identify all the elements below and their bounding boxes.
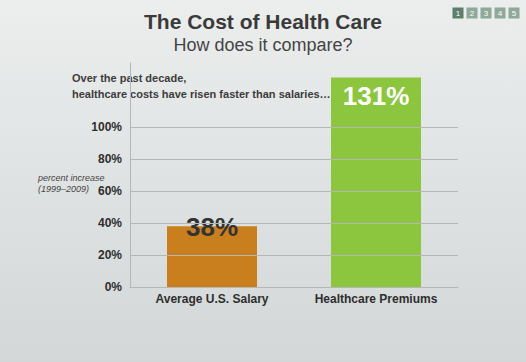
svg-text:percent increase: percent increase bbox=[37, 173, 105, 183]
svg-text:Average U.S. Salary: Average U.S. Salary bbox=[156, 292, 269, 306]
svg-text:How does it compare?: How does it compare? bbox=[173, 35, 352, 55]
svg-text:40%: 40% bbox=[98, 216, 122, 230]
svg-text:60%: 60% bbox=[98, 184, 122, 198]
svg-text:1: 1 bbox=[456, 9, 461, 18]
svg-text:The Cost of Health Care: The Cost of Health Care bbox=[144, 10, 382, 33]
svg-text:2: 2 bbox=[470, 9, 475, 18]
svg-text:131%: 131% bbox=[343, 81, 410, 111]
svg-text:Healthcare Premiums: Healthcare Premiums bbox=[315, 292, 438, 306]
svg-text:Over the past decade,: Over the past decade, bbox=[72, 72, 186, 84]
svg-text:0%: 0% bbox=[105, 280, 123, 294]
svg-text:100%: 100% bbox=[91, 120, 122, 134]
svg-text:20%: 20% bbox=[98, 248, 122, 262]
svg-text:(1999–2009): (1999–2009) bbox=[38, 184, 89, 194]
svg-text:5: 5 bbox=[512, 9, 517, 18]
svg-text:38%: 38% bbox=[186, 212, 238, 242]
svg-text:3: 3 bbox=[484, 9, 489, 18]
svg-text:healthcare costs have risen fa: healthcare costs have risen faster than … bbox=[72, 88, 331, 100]
svg-text:4: 4 bbox=[498, 9, 503, 18]
svg-text:80%: 80% bbox=[98, 152, 122, 166]
